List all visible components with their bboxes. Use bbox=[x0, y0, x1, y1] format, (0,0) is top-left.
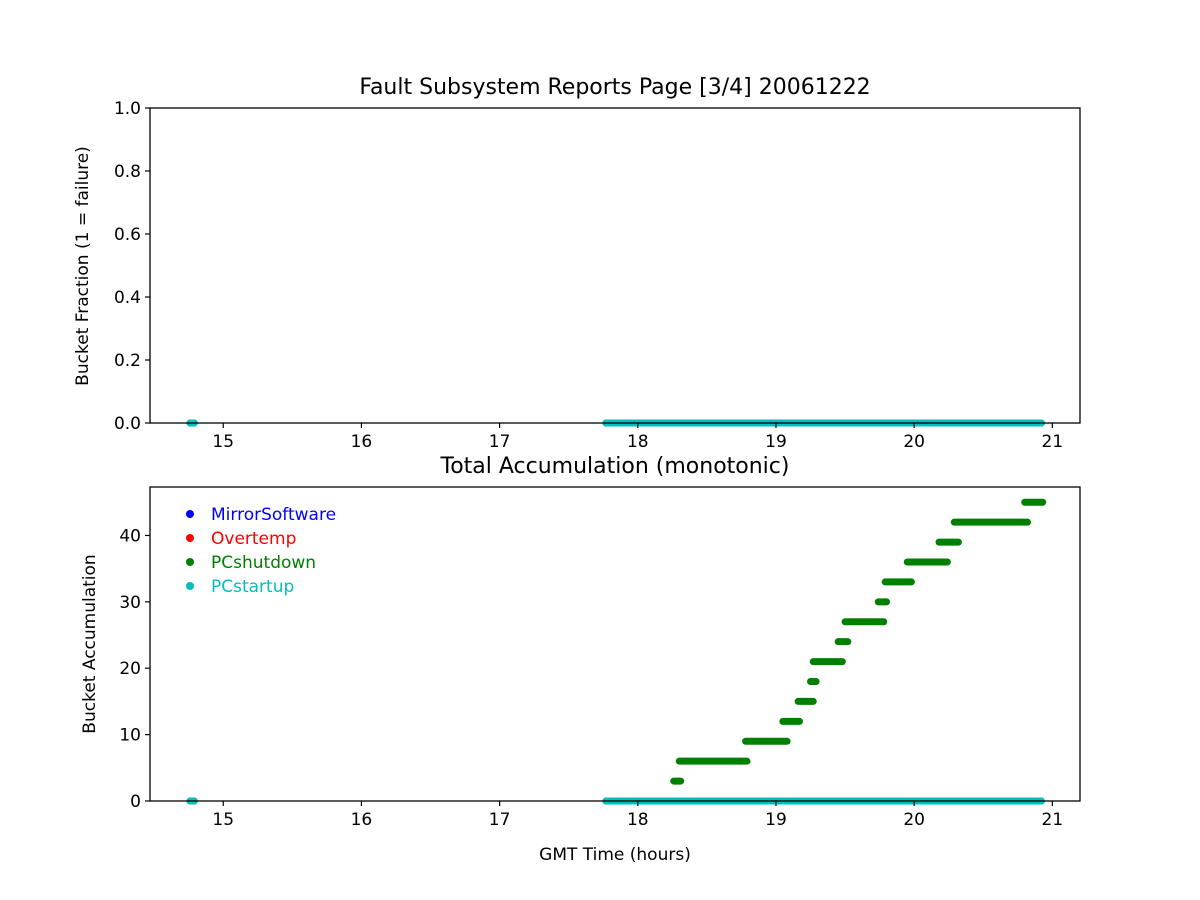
legend-label-pcshutdown: PCshutdown bbox=[211, 553, 316, 573]
bottom-plot-x-tick-label: 19 bbox=[765, 810, 787, 830]
bottom-plot-x-tick-label: 21 bbox=[1042, 810, 1064, 830]
bottom-plot-panel: Total Accumulation (monotonic) Bucket Ac… bbox=[80, 454, 1081, 865]
top-plot-frame bbox=[149, 107, 1081, 424]
bottom-plot-x-tick-label: 18 bbox=[627, 810, 649, 830]
bottom-plot-y-tick-label: 40 bbox=[119, 526, 141, 546]
legend-marker-mirrorsoftware bbox=[186, 510, 194, 518]
bottom-plot-x-tick-label: 15 bbox=[212, 810, 234, 830]
bottom-plot-y-tick-label: 10 bbox=[119, 726, 141, 746]
bottom-plot-x-tick-label: 16 bbox=[351, 810, 373, 830]
bottom-plot-y-axis-label: Bucket Accumulation bbox=[80, 554, 100, 733]
top-plot-y-tick-label: 0.0 bbox=[114, 414, 141, 434]
top-plot-y-tick-label: 0.6 bbox=[114, 225, 141, 245]
bottom-plot-x-tick-label: 17 bbox=[489, 810, 511, 830]
bottom-plot-x-ticks: 15 16 17 18 19 20 21 bbox=[212, 801, 1063, 830]
top-plot-x-tick-label: 18 bbox=[627, 432, 649, 452]
bottom-plot-frame bbox=[149, 486, 1081, 802]
top-plot-x-tick-label: 21 bbox=[1042, 432, 1064, 452]
top-plot-x-ticks: 15 16 17 18 19 20 21 bbox=[212, 423, 1063, 452]
bottom-plot-title: Total Accumulation (monotonic) bbox=[440, 454, 790, 479]
top-plot-title: Fault Subsystem Reports Page [3/4] 20061… bbox=[359, 75, 870, 100]
legend-marker-overtemp bbox=[186, 534, 194, 542]
bottom-plot-y-ticks: 0 10 20 30 40 bbox=[119, 526, 150, 812]
bottom-plot-legend: MirrorSoftware Overtemp PCshutdown PCstartu… bbox=[186, 505, 336, 597]
bottom-plot-y-tick-label: 0 bbox=[130, 792, 141, 812]
legend-label-mirrorsoftware: MirrorSoftware bbox=[211, 505, 336, 525]
top-plot-y-tick-label: 1.0 bbox=[114, 99, 141, 119]
top-plot-y-axis-label: Bucket Fraction (1 = failure) bbox=[73, 146, 93, 386]
bottom-plot-x-axis-label: GMT Time (hours) bbox=[539, 845, 691, 865]
bottom-plot-x-tick-label: 20 bbox=[903, 810, 925, 830]
bottom-plot-y-tick-label: 20 bbox=[119, 659, 141, 679]
top-plot-x-tick-label: 15 bbox=[212, 432, 234, 452]
top-plot-x-tick-label: 17 bbox=[489, 432, 511, 452]
top-plot-y-tick-label: 0.4 bbox=[114, 288, 141, 308]
top-plot-x-tick-label: 16 bbox=[351, 432, 373, 452]
top-plot-panel: Fault Subsystem Reports Page [3/4] 20061… bbox=[73, 75, 1081, 452]
legend-marker-pcshutdown bbox=[186, 558, 194, 566]
top-plot-x-tick-label: 19 bbox=[765, 432, 787, 452]
top-plot-x-tick-label: 20 bbox=[903, 432, 925, 452]
bottom-plot-y-tick-label: 30 bbox=[119, 593, 141, 613]
legend-label-pcstartup: PCstartup bbox=[211, 577, 294, 597]
top-plot-y-tick-label: 0.8 bbox=[114, 162, 141, 182]
top-plot-y-tick-label: 0.2 bbox=[114, 351, 141, 371]
legend-marker-pcstartup bbox=[186, 582, 194, 590]
top-plot-y-ticks: 0.0 0.2 0.4 0.6 0.8 1.0 bbox=[114, 99, 150, 434]
legend-label-overtemp: Overtemp bbox=[211, 529, 296, 549]
